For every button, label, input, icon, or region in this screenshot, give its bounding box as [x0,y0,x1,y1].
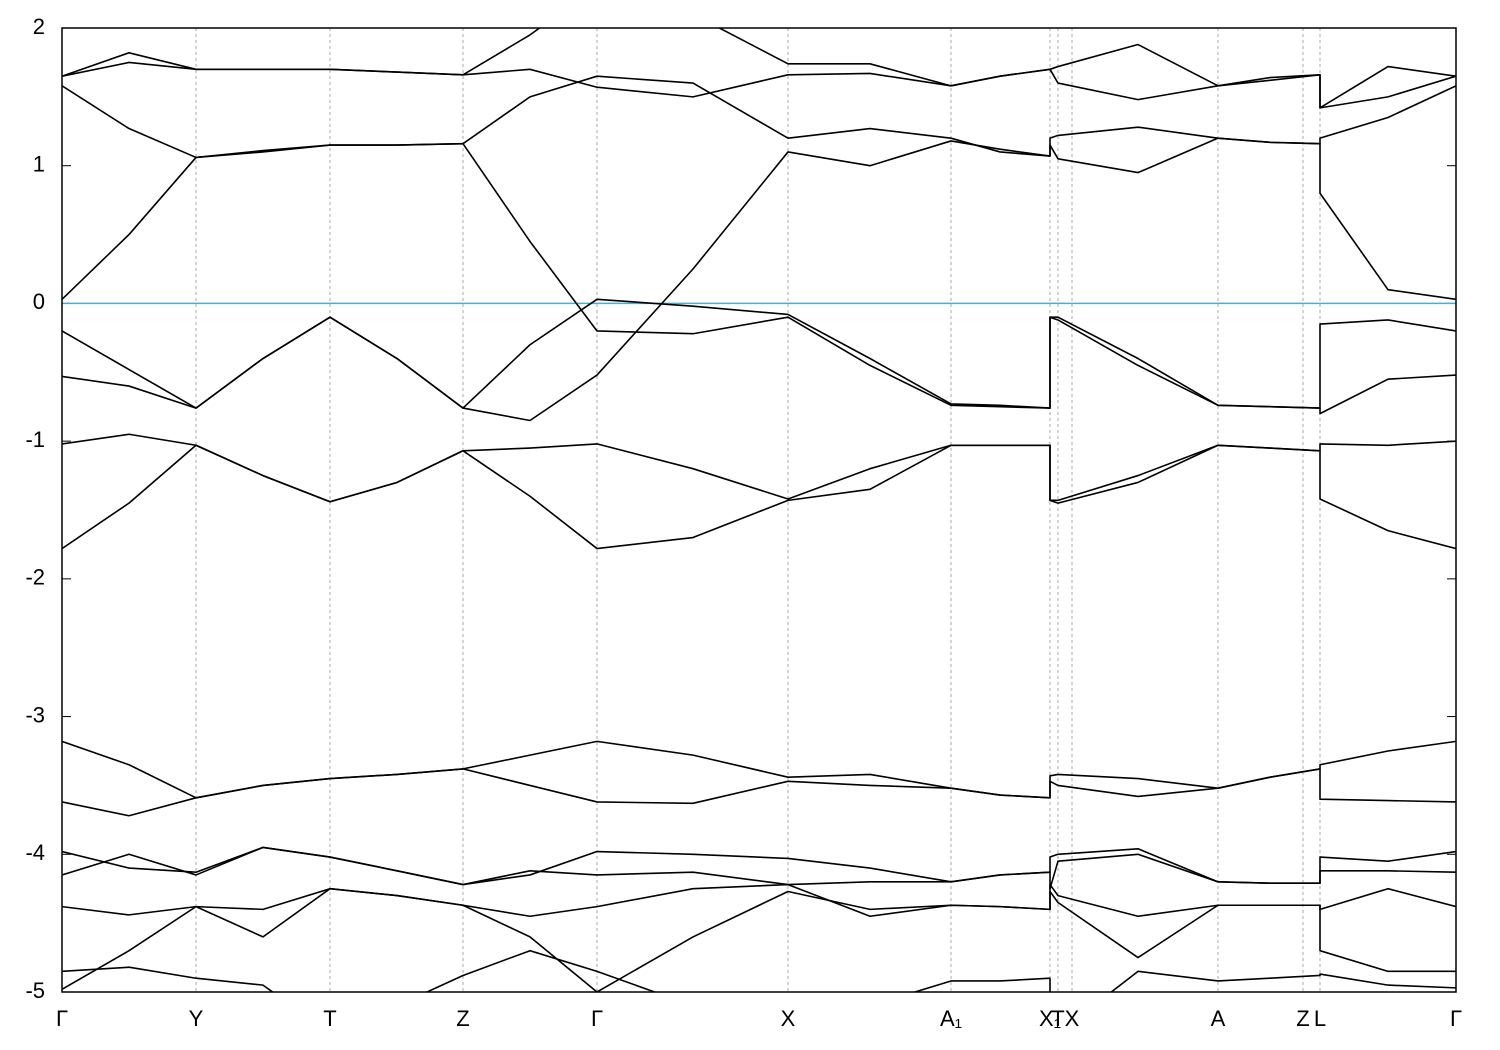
x-tick-label: Γ [1450,1006,1462,1031]
x-tick-label: A [1211,1006,1226,1031]
band-line [62,740,1456,799]
y-tick-label: 2 [33,14,45,39]
band-line [62,883,1456,938]
x-tick-label: Z [1296,1006,1309,1031]
band-line [62,43,1456,109]
band-line [62,846,1456,886]
band-line [62,949,1456,992]
x-tick-label: X₁ [1039,1006,1061,1031]
band-line [62,28,1456,109]
band-line [62,887,1456,992]
x-tick-label: Y [189,1006,204,1031]
band-layer [62,28,1456,992]
band-line [62,142,1456,415]
y-tick-label: -3 [25,702,45,727]
y-tick-label: -2 [25,565,45,590]
band-line [62,768,1456,817]
y-tick-label: -4 [25,840,45,865]
x-tick-label: Γ [56,1006,68,1031]
plot-frame [61,27,1457,993]
x-tick-label: T [1051,1006,1064,1031]
band-line [62,75,1456,159]
x-tick-label: L [1314,1006,1326,1031]
x-tick-label: X [1065,1006,1080,1031]
x-tick-label: Γ [591,1006,603,1031]
x-tick-label: T [323,1006,336,1031]
band-line [62,137,1456,422]
y-tick-label: 1 [33,152,45,177]
y-tick-label: 0 [33,289,45,314]
grid-layer [61,27,1457,993]
y-tick-label: -1 [25,427,45,452]
band-line [62,444,1456,550]
x-tick-label: Z [456,1006,469,1031]
x-tick-label: X [781,1006,796,1031]
band-line [62,846,1456,890]
band-line [62,433,1456,503]
y-tick-label: -5 [25,978,45,1003]
x-tick-label: A₁ [940,1006,962,1031]
